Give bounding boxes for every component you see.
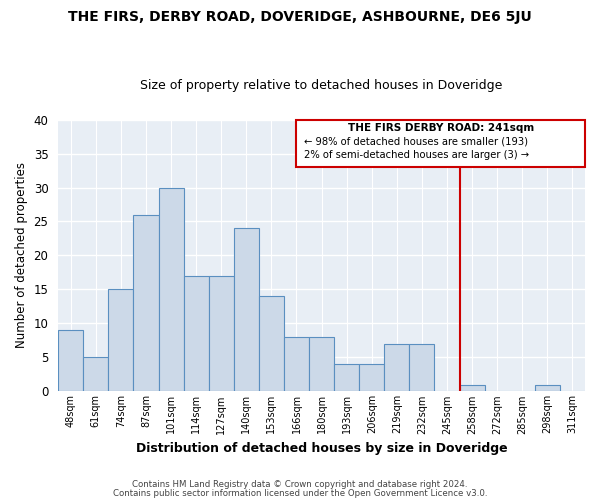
Bar — [83, 358, 109, 392]
Bar — [109, 290, 133, 392]
Text: 2% of semi-detached houses are larger (3) →: 2% of semi-detached houses are larger (3… — [304, 150, 529, 160]
Bar — [409, 344, 434, 392]
Bar — [284, 337, 309, 392]
Bar — [460, 384, 485, 392]
FancyBboxPatch shape — [296, 120, 585, 167]
Bar — [234, 228, 259, 392]
Text: Contains HM Land Registry data © Crown copyright and database right 2024.: Contains HM Land Registry data © Crown c… — [132, 480, 468, 489]
Text: Contains public sector information licensed under the Open Government Licence v3: Contains public sector information licen… — [113, 490, 487, 498]
Bar — [309, 337, 334, 392]
Bar — [535, 384, 560, 392]
Bar — [58, 330, 83, 392]
Text: ← 98% of detached houses are smaller (193): ← 98% of detached houses are smaller (19… — [304, 136, 528, 146]
Bar — [184, 276, 209, 392]
Bar — [359, 364, 384, 392]
Text: THE FIRS, DERBY ROAD, DOVERIDGE, ASHBOURNE, DE6 5JU: THE FIRS, DERBY ROAD, DOVERIDGE, ASHBOUR… — [68, 10, 532, 24]
X-axis label: Distribution of detached houses by size in Doveridge: Distribution of detached houses by size … — [136, 442, 508, 455]
Text: THE FIRS DERBY ROAD: 241sqm: THE FIRS DERBY ROAD: 241sqm — [347, 123, 534, 133]
Title: Size of property relative to detached houses in Doveridge: Size of property relative to detached ho… — [140, 79, 503, 92]
Bar — [209, 276, 234, 392]
Bar — [384, 344, 409, 392]
Bar — [133, 214, 158, 392]
Bar — [259, 296, 284, 392]
Bar — [334, 364, 359, 392]
Bar — [158, 188, 184, 392]
Y-axis label: Number of detached properties: Number of detached properties — [15, 162, 28, 348]
